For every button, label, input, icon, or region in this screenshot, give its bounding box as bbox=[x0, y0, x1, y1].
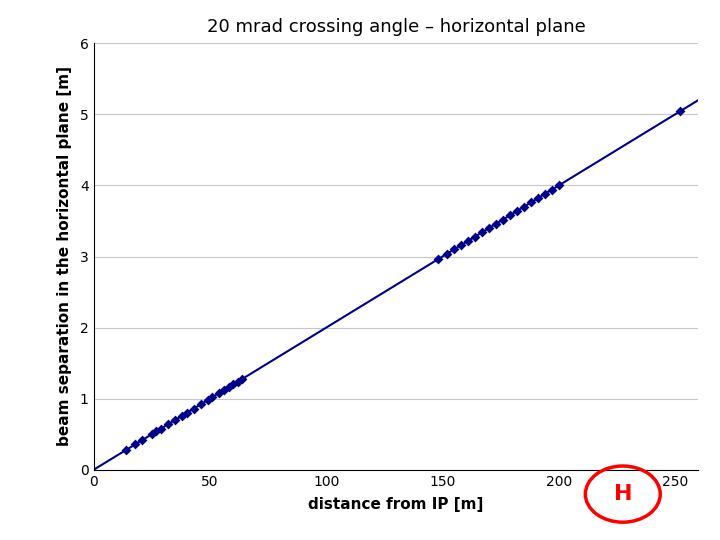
Point bbox=[130, 440, 141, 449]
Point bbox=[218, 386, 230, 395]
Point bbox=[188, 404, 199, 413]
Point bbox=[150, 427, 162, 436]
Point bbox=[518, 202, 530, 211]
Point bbox=[146, 430, 158, 438]
Point bbox=[232, 377, 243, 386]
Point bbox=[546, 185, 557, 194]
Point bbox=[207, 393, 218, 402]
Point bbox=[532, 194, 544, 202]
Point bbox=[498, 215, 509, 224]
Point bbox=[120, 446, 132, 454]
Text: H: H bbox=[613, 484, 632, 504]
Point bbox=[169, 416, 181, 424]
Point bbox=[553, 181, 564, 190]
X-axis label: distance from IP [m]: distance from IP [m] bbox=[308, 497, 484, 512]
Point bbox=[525, 198, 536, 207]
Point bbox=[490, 219, 502, 228]
Point bbox=[137, 436, 148, 444]
Point bbox=[228, 380, 239, 389]
Point bbox=[213, 389, 225, 397]
Point bbox=[449, 245, 460, 254]
Point bbox=[432, 255, 444, 264]
Point bbox=[539, 190, 551, 198]
Point bbox=[222, 383, 234, 391]
Point bbox=[202, 396, 213, 404]
Point bbox=[162, 420, 174, 429]
Point bbox=[156, 424, 167, 433]
Point bbox=[477, 228, 488, 237]
Point bbox=[483, 224, 495, 232]
Point bbox=[469, 232, 481, 241]
Point bbox=[674, 107, 685, 116]
Point bbox=[455, 241, 467, 249]
Point bbox=[181, 409, 192, 417]
Point bbox=[237, 374, 248, 383]
Point bbox=[176, 411, 188, 420]
Title: 20 mrad crossing angle – horizontal plane: 20 mrad crossing angle – horizontal plan… bbox=[207, 18, 585, 36]
Point bbox=[195, 400, 207, 409]
Point bbox=[441, 249, 453, 258]
Point bbox=[511, 207, 523, 215]
Point bbox=[504, 211, 516, 220]
Y-axis label: beam separation in the horizontal plane [m]: beam separation in the horizontal plane … bbox=[57, 66, 71, 447]
Point bbox=[462, 237, 474, 245]
